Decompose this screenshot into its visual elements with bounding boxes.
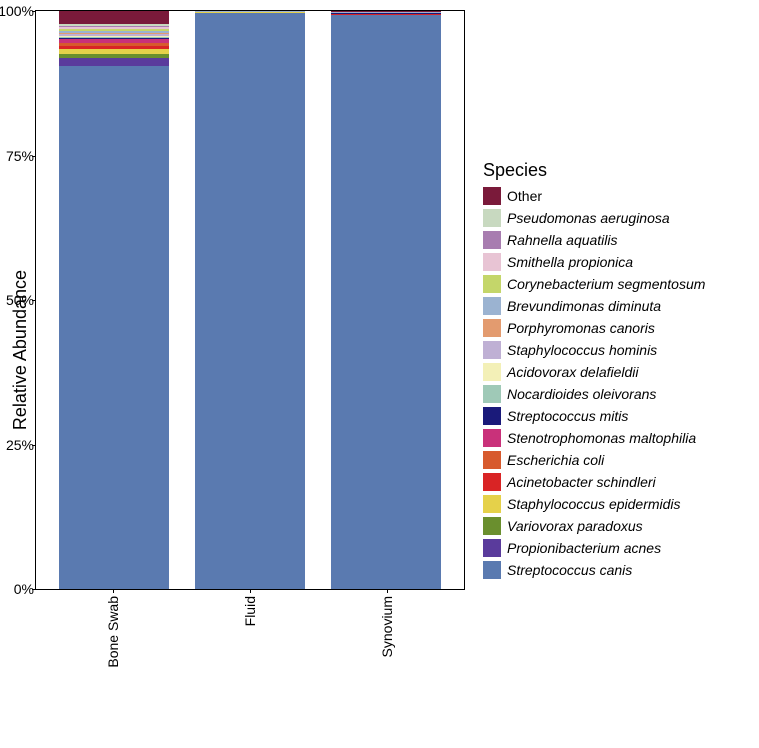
legend-item: Streptococcus mitis: [483, 405, 705, 427]
x-axis-labels: Bone SwabFluidSynovium: [35, 590, 465, 710]
x-tick-mark: [250, 589, 251, 593]
legend-label: Stenotrophomonas maltophilia: [507, 430, 696, 446]
legend-label: Corynebacterium segmentosum: [507, 276, 705, 292]
legend-swatch: [483, 297, 501, 315]
legend-swatch: [483, 473, 501, 491]
legend-swatch: [483, 253, 501, 271]
segment: [331, 15, 441, 589]
legend-item: Nocardioides oleivorans: [483, 383, 705, 405]
legend-swatch: [483, 429, 501, 447]
segment: [59, 11, 169, 24]
legend-label: Other: [507, 188, 542, 204]
y-tick-labels: 0%25%50%75%100%: [0, 11, 34, 589]
legend: Species Other Pseudomonas aeruginosa Rahne…: [483, 160, 705, 581]
legend-label: Staphylococcus hominis: [507, 342, 657, 358]
legend-swatch: [483, 363, 501, 381]
y-tick-label: 0%: [0, 581, 34, 597]
legend-swatch: [483, 209, 501, 227]
bar-fluid: [195, 11, 305, 589]
legend-swatch: [483, 539, 501, 557]
legend-title: Species: [483, 160, 705, 181]
legend-swatch: [483, 231, 501, 249]
x-tick-mark: [113, 589, 114, 593]
x-tick-label: Bone Swab: [58, 590, 168, 710]
legend-item: Acinetobacter schindleri: [483, 471, 705, 493]
legend-label: Propionibacterium acnes: [507, 540, 661, 556]
legend-swatch: [483, 451, 501, 469]
y-tick-label: 75%: [0, 148, 34, 164]
legend-label: Porphyromonas canoris: [507, 320, 655, 336]
legend-item: Smithella propionica: [483, 251, 705, 273]
legend-label: Streptococcus canis: [507, 562, 632, 578]
segment: [195, 13, 305, 589]
legend-swatch: [483, 341, 501, 359]
legend-item: Rahnella aquatilis: [483, 229, 705, 251]
legend-item: Propionibacterium acnes: [483, 537, 705, 559]
legend-item: Streptococcus canis: [483, 559, 705, 581]
legend-label: Escherichia coli: [507, 452, 604, 468]
y-tick-label: 25%: [0, 437, 34, 453]
legend-items: Other Pseudomonas aeruginosa Rahnella aqua…: [483, 185, 705, 581]
legend-item: Variovorax paradoxus: [483, 515, 705, 537]
legend-label: Brevundimonas diminuta: [507, 298, 661, 314]
bars-container: [36, 11, 464, 589]
legend-label: Streptococcus mitis: [507, 408, 628, 424]
legend-item: Corynebacterium segmentosum: [483, 273, 705, 295]
legend-label: Smithella propionica: [507, 254, 633, 270]
legend-label: Acidovorax delafieldii: [507, 364, 639, 380]
legend-item: Other: [483, 185, 705, 207]
segment: [59, 66, 169, 589]
y-tick-label: 50%: [0, 292, 34, 308]
legend-item: Staphylococcus epidermidis: [483, 493, 705, 515]
legend-item: Staphylococcus hominis: [483, 339, 705, 361]
bar-bone-swab: [59, 11, 169, 589]
legend-item: Pseudomonas aeruginosa: [483, 207, 705, 229]
plot-area: 0%25%50%75%100%: [35, 10, 465, 590]
legend-label: Rahnella aquatilis: [507, 232, 618, 248]
legend-swatch: [483, 385, 501, 403]
legend-label: Pseudomonas aeruginosa: [507, 210, 670, 226]
plot-column: 0%25%50%75%100% Bone SwabFluidSynovium: [35, 10, 465, 710]
legend-label: Nocardioides oleivorans: [507, 386, 656, 402]
legend-item: Escherichia coli: [483, 449, 705, 471]
y-tick-label: 100%: [0, 3, 34, 19]
legend-swatch: [483, 187, 501, 205]
legend-item: Stenotrophomonas maltophilia: [483, 427, 705, 449]
legend-item: Porphyromonas canoris: [483, 317, 705, 339]
x-tick-label: Synovium: [332, 590, 442, 710]
x-tick-label: Fluid: [195, 590, 305, 710]
legend-swatch: [483, 561, 501, 579]
legend-swatch: [483, 495, 501, 513]
legend-swatch: [483, 275, 501, 293]
legend-label: Acinetobacter schindleri: [507, 474, 656, 490]
legend-swatch: [483, 517, 501, 535]
legend-item: Acidovorax delafieldii: [483, 361, 705, 383]
legend-swatch: [483, 319, 501, 337]
legend-label: Staphylococcus epidermidis: [507, 496, 681, 512]
legend-label: Variovorax paradoxus: [507, 518, 643, 534]
x-tick-mark: [387, 589, 388, 593]
segment: [59, 58, 169, 66]
legend-swatch: [483, 407, 501, 425]
chart-container: Relative Abundance 0%25%50%75%100% Bone …: [10, 10, 749, 710]
legend-item: Brevundimonas diminuta: [483, 295, 705, 317]
bar-synovium: [331, 11, 441, 589]
